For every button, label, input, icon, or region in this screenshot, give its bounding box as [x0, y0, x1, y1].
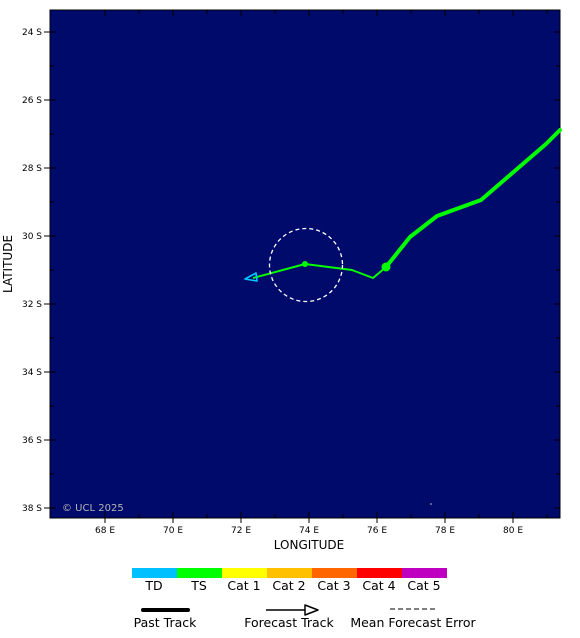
lat-label-36s: 36 S	[22, 436, 42, 446]
lat-label-34s: 34 S	[22, 368, 42, 378]
legend-label-cat5: Cat 5	[407, 578, 440, 593]
legend-label-cat4: Cat 4	[362, 578, 395, 593]
lon-label-72e: 72 E	[231, 526, 251, 536]
forecast-track-legend-arrow-icon	[304, 604, 319, 616]
legend-swatch-cat5	[402, 568, 447, 578]
mean-error-legend-label: Mean Forecast Error	[350, 615, 476, 630]
forecast-arrow-head	[244, 272, 258, 282]
mean-forecast-error-circle	[268, 227, 344, 303]
forecast-track-legend-label: Forecast Track	[244, 615, 334, 630]
island-marker: ᵒ	[430, 502, 433, 509]
legend-label-td: TD	[144, 578, 162, 593]
forecast-track-line	[252, 263, 387, 279]
lat-label-28s: 28 S	[22, 164, 42, 174]
legend-swatch-cat4	[357, 568, 402, 578]
longitude-axis: 68 E 70 E 72 E 74 E 76 E 78 E 80 E	[95, 10, 548, 536]
lat-label-26s: 26 S	[22, 96, 42, 106]
lon-label-78e: 78 E	[435, 526, 455, 536]
lon-label-76e: 76 E	[367, 526, 387, 536]
lat-label-30s: 30 S	[22, 232, 42, 242]
y-axis-title: LATITUDE	[1, 235, 15, 293]
legend-label-cat3: Cat 3	[317, 578, 350, 593]
track-legend: Past Track Forecast Track Mean Forecast …	[134, 604, 477, 630]
legend-swatch-td	[132, 568, 177, 578]
forecast-point-marker	[302, 261, 308, 267]
legend-swatch-ts	[177, 568, 222, 578]
latitude-axis: 24 S 26 S 28 S 30 S 32 S 34 S 36 S 38 S	[22, 28, 560, 514]
legend-label-ts: TS	[190, 578, 207, 593]
past-track-legend-label: Past Track	[134, 615, 197, 630]
lon-label-74e: 74 E	[299, 526, 319, 536]
lat-label-32s: 32 S	[22, 300, 42, 310]
lat-label-38s: 38 S	[22, 504, 42, 514]
lon-label-80e: 80 E	[503, 526, 523, 536]
past-track-line	[384, 128, 562, 269]
legend-label-cat1: Cat 1	[227, 578, 260, 593]
legend-swatch-cat2	[267, 568, 312, 578]
lon-label-70e: 70 E	[163, 526, 183, 536]
legend-swatch-cat1	[222, 568, 267, 578]
lon-label-68e: 68 E	[95, 526, 115, 536]
lat-label-24s: 24 S	[22, 28, 42, 38]
legend-swatch-cat3	[312, 568, 357, 578]
intensity-legend: TD TS Cat 1 Cat 2 Cat 3 Cat 4 Cat 5	[132, 568, 447, 593]
x-axis-title: LONGITUDE	[274, 538, 344, 552]
legend-label-cat2: Cat 2	[272, 578, 305, 593]
copyright-text: © UCL 2025	[62, 503, 124, 514]
